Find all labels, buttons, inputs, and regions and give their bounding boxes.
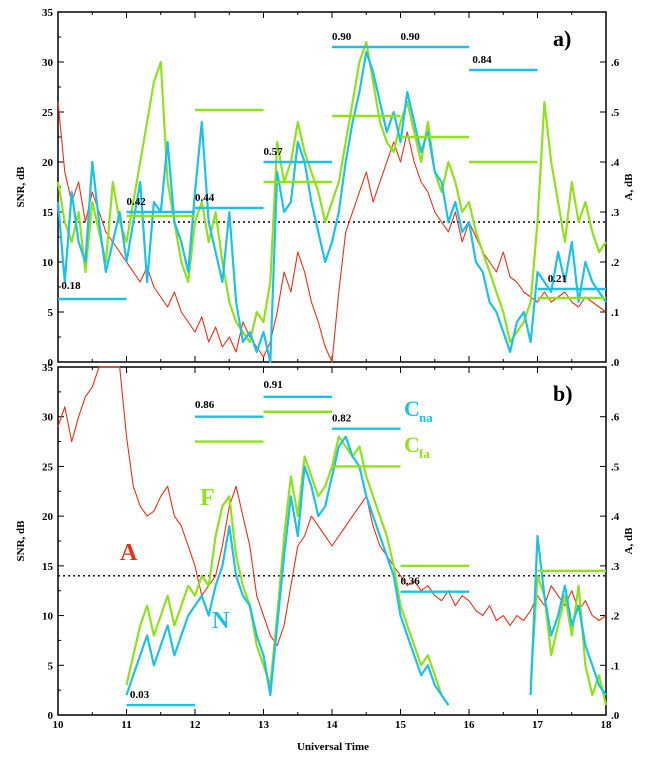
a-y2-tick-label: .3 <box>611 207 620 219</box>
a-segment-value-label: 0.90 <box>401 31 421 43</box>
x-tick-label: 12 <box>190 719 202 731</box>
a-segment-value-label: 0.57 <box>264 146 284 158</box>
curve-label: F <box>200 485 215 511</box>
b-segment-value-label: 0.91 <box>264 379 283 391</box>
a-segment-value-label: 0.21 <box>548 273 567 285</box>
a-y-tick-label: 30 <box>42 57 54 69</box>
a-y-axis-title: SNR, dB <box>15 166 27 208</box>
a-y-tick-label: 20 <box>42 157 54 169</box>
b-y2-tick-label: .6 <box>611 412 620 424</box>
a-segment-value-label: 0.42 <box>127 196 147 208</box>
b-y2-tick-label: .1 <box>611 660 619 672</box>
legend-text: C <box>404 396 420 421</box>
a-y-tick-label: 5 <box>48 307 54 319</box>
b-y2-tick-label: .2 <box>611 611 620 623</box>
a-segment-value-label: 0.84 <box>472 54 492 66</box>
legend-text: na <box>419 410 433 425</box>
a-y-tick-label: 0 <box>48 357 54 369</box>
b-y-tick-label: 35 <box>42 362 54 374</box>
b-y2-axis-title: A, dB <box>623 527 635 555</box>
x-tick-label: 13 <box>258 719 270 731</box>
x-tick-label: 11 <box>121 719 131 731</box>
x-tick-label: 14 <box>327 719 339 731</box>
panel-a: 0 5 10 15 20 25 30 35 .0 .1 .2 .3 .4 .5 .6 SNR, dB A, dB… <box>15 7 635 369</box>
b-y-tick-label: 30 <box>42 412 54 424</box>
b-segment-value-label: 0.03 <box>130 689 150 701</box>
curve-label: N <box>212 608 230 634</box>
a-segment-value-label: 0.90 <box>332 31 352 43</box>
a-y2-tick-label: .0 <box>611 357 620 369</box>
a-panel-label: a) <box>553 26 571 51</box>
b-y-axis-title: SNR, dB <box>15 520 27 562</box>
b-segment-value-label: 0.86 <box>195 399 215 411</box>
a-y2-tick-label: .2 <box>611 257 620 269</box>
a-segment-value-label: 0.18 <box>61 280 81 292</box>
b-panel-label: b) <box>553 381 573 406</box>
x-tick-label: 15 <box>395 719 407 731</box>
legend-text: fa <box>419 446 430 461</box>
b-y-tick-label: 20 <box>42 511 54 523</box>
a-y-tick-label: 15 <box>42 207 54 219</box>
a-y-tick-label: 35 <box>42 7 54 19</box>
b-segment-value-label: 0.82 <box>332 413 352 425</box>
a-series-a-line <box>57 101 607 363</box>
x-tick-label: 10 <box>53 719 65 731</box>
b-series-a-line <box>57 366 607 646</box>
b-y-tick-label: 25 <box>42 461 54 473</box>
a-y2-tick-label: .1 <box>611 307 619 319</box>
b-y2-tick-label: .0 <box>611 710 620 722</box>
x-tick-label: 17 <box>532 719 544 731</box>
a-segment-value-label: 0.44 <box>195 192 215 204</box>
b-y2-tick-label: .5 <box>611 461 620 473</box>
a-y-tick-label: 10 <box>42 257 54 269</box>
b-y2-tick-label: .3 <box>611 561 620 573</box>
curve-label: A <box>120 540 138 566</box>
b-y-tick-label: 15 <box>42 561 54 573</box>
legend-text: C <box>404 432 420 457</box>
b-y-tick-label: 5 <box>48 660 54 672</box>
b-y-tick-label: 0 <box>48 710 54 722</box>
a-y2-axis-title: A, dB <box>623 173 635 201</box>
a-y2-tick-label: .4 <box>611 157 620 169</box>
a-y-tick-label: 25 <box>42 107 54 119</box>
panel-b: 10 11 12 13 14 15 16 17 18 0 5 10 15 20 25 30 35 .0 .1 .2 .3… <box>15 362 635 731</box>
a-series-n-line <box>56 50 607 364</box>
x-tick-label: 18 <box>601 719 613 731</box>
x-axis-title: Universal Time <box>297 741 369 753</box>
b-segment-value-label: 0.36 <box>401 576 421 588</box>
a-y2-tick-label: .6 <box>611 57 620 69</box>
b-y-tick-label: 10 <box>42 611 54 623</box>
b-series-n-line <box>125 435 607 706</box>
b-y2-tick-label: .4 <box>611 511 620 523</box>
a-y2-tick-label: .5 <box>611 107 620 119</box>
x-tick-label: 16 <box>464 719 476 731</box>
